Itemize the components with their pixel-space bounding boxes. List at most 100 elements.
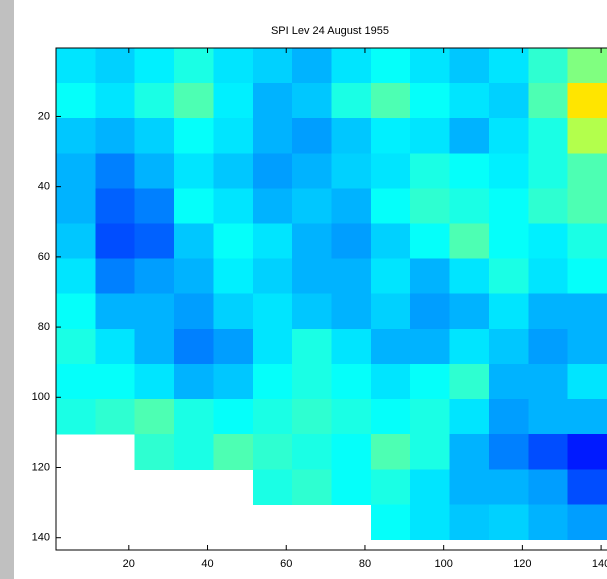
heatmap-cell — [528, 434, 569, 470]
heatmap-cell — [134, 83, 175, 119]
heatmap-cell — [370, 153, 411, 189]
heatmap-cell — [449, 328, 490, 365]
heatmap-cell — [528, 504, 569, 540]
y-tick-label: 20 — [38, 110, 50, 122]
heatmap-cell — [252, 328, 293, 365]
heatmap-cell — [292, 188, 332, 225]
y-tick-label: 40 — [38, 181, 50, 193]
heatmap-cell — [174, 258, 214, 295]
heatmap-cell — [370, 328, 411, 365]
heatmap-cell — [449, 83, 490, 119]
heatmap-cell — [528, 153, 569, 189]
heatmap-cell — [252, 83, 293, 119]
heatmap-cell — [174, 223, 214, 260]
heatmap-cell — [331, 434, 372, 470]
heatmap-cell — [410, 363, 451, 400]
heatmap-cell — [134, 48, 175, 84]
heatmap-cell — [292, 83, 332, 119]
heatmap-cell — [567, 153, 607, 189]
heatmap-cell — [528, 258, 569, 295]
heatmap-cell — [567, 118, 607, 154]
heatmap-cell — [292, 399, 332, 435]
heatmap-cell — [528, 399, 569, 435]
heatmap-cell — [213, 434, 254, 470]
heatmap-cell — [410, 504, 451, 540]
heatmap-cell — [567, 223, 607, 260]
heatmap-cell — [410, 258, 451, 295]
heatmap-cell — [449, 363, 490, 400]
heatmap-cell — [449, 399, 490, 435]
heatmap-cell — [213, 83, 254, 119]
heatmap-cell — [410, 223, 451, 260]
heatmap-cell — [449, 223, 490, 260]
heatmap-cell — [410, 153, 451, 189]
heatmap-cell — [528, 118, 569, 154]
heatmap-cell — [252, 223, 293, 260]
heatmap-cell — [528, 223, 569, 260]
heatmap-cell — [95, 223, 136, 260]
heatmap-cell — [134, 188, 175, 225]
heatmap-cell — [567, 293, 607, 330]
heatmap-cell — [95, 328, 136, 365]
heatmap-cell — [292, 293, 332, 330]
heatmap-cell — [134, 363, 175, 400]
heatmap-cell — [410, 188, 451, 225]
x-tick-label: 100 — [434, 558, 452, 570]
y-tick-label: 140 — [32, 532, 50, 544]
heatmap-cell — [56, 48, 96, 84]
heatmap-cell — [370, 48, 411, 84]
heatmap-cell — [410, 434, 451, 470]
heatmap-cell — [567, 399, 607, 435]
x-tick-label: 60 — [280, 558, 292, 570]
y-tick-label: 120 — [32, 461, 50, 473]
heatmap-cell — [449, 118, 490, 154]
heatmap-cell — [56, 153, 96, 189]
x-tick-label: 120 — [513, 558, 531, 570]
heatmap-cell — [134, 118, 175, 154]
heatmap-cell — [252, 293, 293, 330]
heatmap-cell — [488, 399, 529, 435]
heatmap-cell — [449, 153, 490, 189]
heatmap-cell — [488, 328, 529, 365]
heatmap-cell — [292, 328, 332, 365]
heatmap-cell — [370, 188, 411, 225]
x-tick-label: 20 — [123, 558, 135, 570]
heatmap-cell — [331, 83, 372, 119]
heatmap-cell — [488, 83, 529, 119]
heatmap-cell — [331, 258, 372, 295]
heatmap-cell — [331, 328, 372, 365]
heatmap-cell — [95, 293, 136, 330]
heatmap-cell — [567, 48, 607, 84]
heatmap-cell — [567, 434, 607, 470]
heatmap-cell — [567, 363, 607, 400]
heatmap-cell — [449, 188, 490, 225]
heatmap-cell — [292, 153, 332, 189]
heatmap-cell — [56, 83, 96, 119]
heatmap-cell — [292, 118, 332, 154]
heatmap-cell — [488, 188, 529, 225]
heatmap-field — [56, 48, 607, 540]
heatmap-cell — [174, 153, 214, 189]
heatmap-cell — [174, 48, 214, 84]
heatmap-cell — [213, 223, 254, 260]
heatmap-cell — [370, 504, 411, 540]
heatmap-cell — [528, 328, 569, 365]
heatmap-cell — [213, 118, 254, 154]
x-tick-label: 140 — [592, 558, 607, 570]
heatmap-cell — [449, 258, 490, 295]
heatmap-cell — [174, 118, 214, 154]
heatmap-cell — [331, 363, 372, 400]
y-tick-label: 100 — [32, 391, 50, 403]
heatmap-cell — [488, 118, 529, 154]
heatmap-cell — [370, 83, 411, 119]
heatmap-cell — [252, 188, 293, 225]
heatmap-cell — [213, 48, 254, 84]
heatmap-cell — [449, 434, 490, 470]
heatmap-cell — [134, 293, 175, 330]
heatmap-cell — [410, 48, 451, 84]
heatmap-cell — [174, 83, 214, 119]
heatmap-cell — [488, 363, 529, 400]
heatmap-cell — [488, 48, 529, 84]
heatmap-cell — [331, 223, 372, 260]
